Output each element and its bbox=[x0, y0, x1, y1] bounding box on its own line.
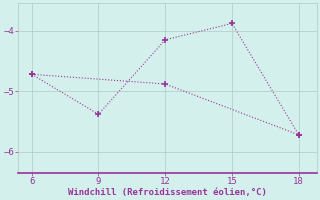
X-axis label: Windchill (Refroidissement éolien,°C): Windchill (Refroidissement éolien,°C) bbox=[68, 188, 267, 197]
